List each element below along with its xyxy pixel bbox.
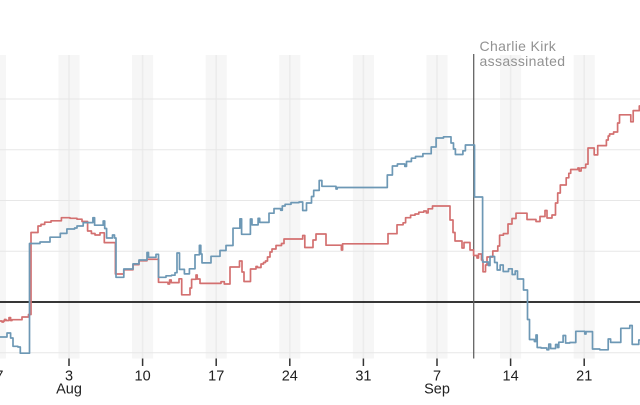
- svg-text:14: 14: [503, 369, 519, 385]
- svg-text:24: 24: [282, 369, 298, 385]
- svg-text:17: 17: [208, 369, 224, 385]
- svg-text:31: 31: [355, 369, 371, 385]
- svg-text:21: 21: [576, 369, 592, 385]
- svg-text:7: 7: [433, 369, 441, 385]
- svg-text:3: 3: [65, 369, 73, 385]
- svg-text:Sep: Sep: [424, 382, 450, 398]
- svg-text:Aug: Aug: [56, 382, 82, 398]
- svg-text:assassinated: assassinated: [480, 53, 566, 69]
- svg-text:Charlie Kirk: Charlie Kirk: [480, 38, 557, 54]
- svg-text:10: 10: [135, 369, 151, 385]
- svg-text:27: 27: [0, 369, 3, 385]
